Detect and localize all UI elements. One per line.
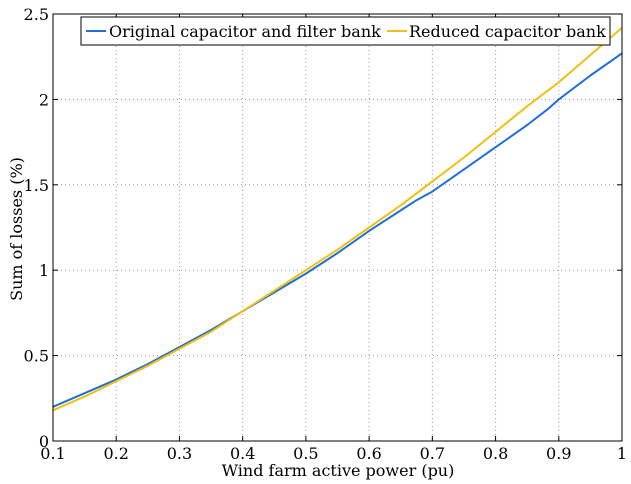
y-tick-label: 2.5	[24, 5, 49, 24]
y-tick-label: 2	[39, 90, 49, 109]
grid	[53, 14, 622, 441]
x-tick-label: 0.3	[167, 444, 192, 463]
series-line-original	[53, 53, 622, 407]
x-tick-label: 0.2	[103, 444, 128, 463]
y-tick-label: 0	[39, 432, 49, 451]
y-tick-labels: 0 0.5 1 1.5 2 2.5	[24, 5, 49, 451]
x-tick-label: 1	[617, 444, 627, 463]
series-layer	[53, 28, 622, 411]
legend-label-original: Original capacitor and filter bank	[109, 22, 381, 41]
x-axis-label: Wind farm active power (pu)	[222, 461, 455, 480]
x-tick-label: 0.9	[546, 444, 571, 463]
legend-label-reduced: Reduced capacitor bank	[409, 22, 606, 41]
x-tick-label: 0.8	[483, 444, 508, 463]
y-tick-label: 1.5	[24, 176, 49, 195]
y-tick-label: 1	[39, 261, 49, 280]
series-line-reduced	[53, 28, 622, 411]
y-tick-label: 0.5	[24, 347, 49, 366]
plot-frame	[53, 14, 622, 441]
legend: Original capacitor and filter bank Reduc…	[81, 17, 610, 45]
y-axis-label: Sum of losses (%)	[7, 157, 26, 301]
tick-marks	[53, 14, 622, 441]
